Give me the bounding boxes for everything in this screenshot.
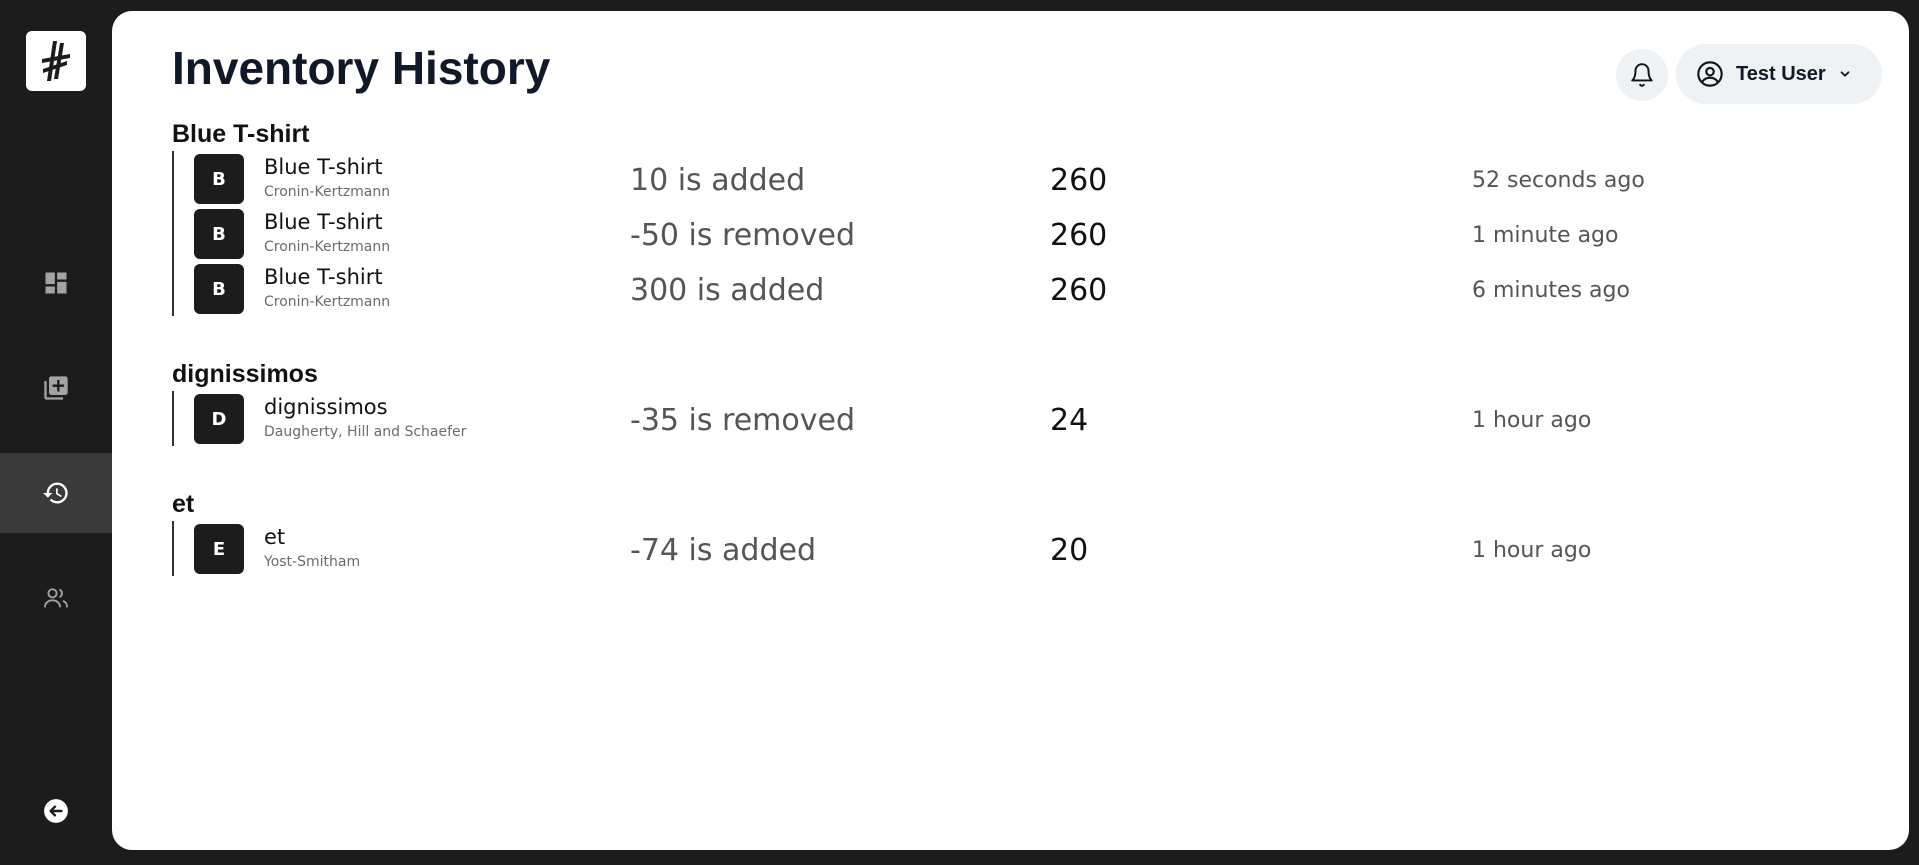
stock-quantity: 260 (1050, 218, 1108, 253)
timestamp: 1 hour ago (1472, 538, 1592, 563)
stock-quantity: 260 (1050, 273, 1108, 308)
library-add-icon (44, 376, 68, 400)
timestamp: 52 seconds ago (1472, 168, 1645, 193)
history-row: B Blue T-shirt Cronin-Kertzmann 10 is ad… (194, 151, 1894, 206)
history-row: E et Yost-Smitham -74 is added 20 1 hour… (194, 521, 1894, 576)
notifications-button[interactable] (1616, 49, 1668, 101)
users-icon (43, 588, 69, 608)
logout-icon (44, 799, 68, 823)
product-avatar: D (194, 394, 244, 444)
group-title: Blue T-shirt (172, 120, 310, 148)
user-circle-icon (1697, 61, 1723, 87)
product-name: Blue T-shirt (264, 155, 383, 179)
history-row: B Blue T-shirt Cronin-Kertzmann -50 is r… (194, 206, 1894, 261)
product-name: Blue T-shirt (264, 210, 383, 234)
product-brand: Yost-Smitham (264, 554, 361, 570)
history-group: Blue T-shirt B Blue T-shirt Cronin-Kertz… (172, 119, 1894, 316)
dashboard-icon (45, 272, 67, 294)
stock-quantity: 260 (1050, 163, 1108, 198)
group-title: et (172, 490, 195, 518)
user-name: Test User (1736, 62, 1826, 85)
group-rows: B Blue T-shirt Cronin-Kertzmann 10 is ad… (172, 151, 1894, 316)
product-brand: Cronin-Kertzmann (264, 239, 391, 255)
sidebar (0, 0, 112, 865)
product-brand: Daugherty, Hill and Schaefer (264, 424, 467, 440)
stock-change: -50 is removed (630, 218, 855, 253)
stock-change: -74 is added (630, 533, 817, 568)
stock-change: 300 is added (630, 273, 825, 308)
app-logo[interactable] (26, 31, 86, 91)
logout-button[interactable] (42, 797, 70, 825)
history-group: et E et Yost-Smitham -74 is added 20 1 h… (172, 489, 1894, 576)
sidebar-item-users[interactable] (0, 558, 112, 638)
page-title: Inventory History (172, 42, 551, 94)
timestamp: 1 hour ago (1472, 408, 1592, 433)
timestamp: 1 minute ago (1472, 223, 1619, 248)
sidebar-item-add-product[interactable] (0, 348, 112, 428)
product-name: dignissimos (264, 395, 388, 419)
history-row: D dignissimos Daugherty, Hill and Schaef… (194, 391, 1894, 446)
group-rows: D dignissimos Daugherty, Hill and Schaef… (172, 391, 1894, 446)
history-group: dignissimos D dignissimos Daugherty, Hil… (172, 359, 1894, 446)
history-icon (43, 482, 68, 504)
group-title: dignissimos (172, 360, 318, 388)
stock-change: -35 is removed (630, 403, 855, 438)
product-avatar: B (194, 209, 244, 259)
product-name: Blue T-shirt (264, 265, 383, 289)
stock-quantity: 20 (1050, 533, 1089, 568)
product-brand: Cronin-Kertzmann (264, 294, 391, 310)
product-name: et (264, 525, 286, 549)
product-avatar: B (194, 154, 244, 204)
sidebar-item-history[interactable] (0, 453, 112, 533)
user-menu-button[interactable]: Test User (1676, 44, 1882, 104)
stock-change: 10 is added (630, 163, 806, 198)
bell-icon (1631, 63, 1653, 87)
group-rows: E et Yost-Smitham -74 is added 20 1 hour… (172, 521, 1894, 576)
product-brand: Cronin-Kertzmann (264, 184, 391, 200)
product-avatar: B (194, 264, 244, 314)
product-avatar: E (194, 524, 244, 574)
stock-quantity: 24 (1050, 403, 1089, 438)
main-panel: Inventory History Test User Blue T-shirt… (112, 11, 1909, 850)
logo-icon (42, 41, 70, 81)
sidebar-item-dashboard[interactable] (0, 243, 112, 323)
chevron-down-icon (1838, 67, 1852, 81)
history-row: B Blue T-shirt Cronin-Kertzmann 300 is a… (194, 261, 1894, 316)
timestamp: 6 minutes ago (1472, 278, 1630, 303)
